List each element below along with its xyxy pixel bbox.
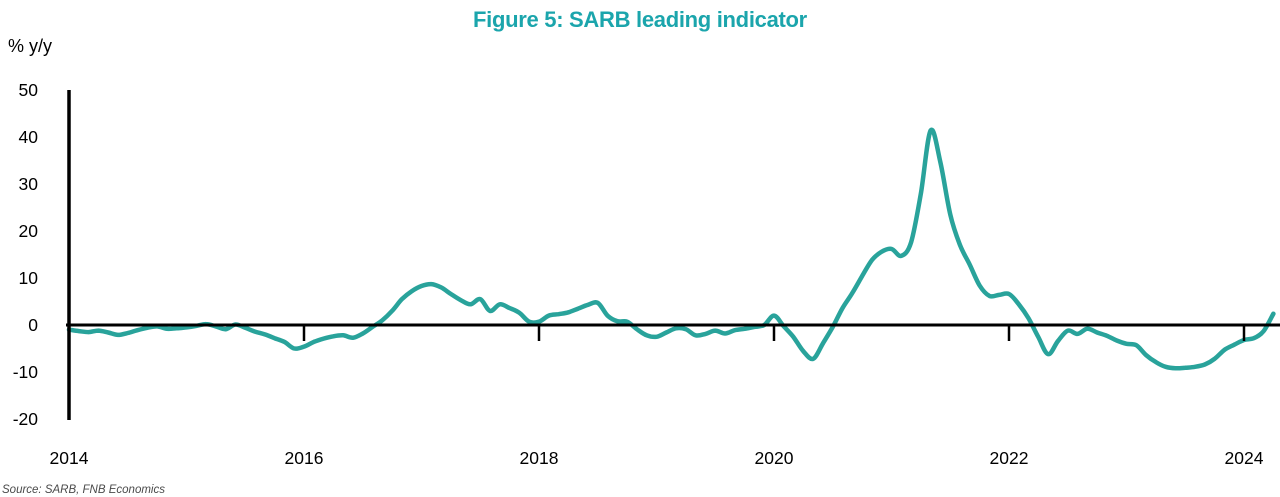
x-tick-label: 2018 (520, 448, 559, 468)
y-tick-label: 0 (28, 315, 38, 335)
y-tick-label: -20 (13, 409, 39, 429)
y-tick-label: 10 (19, 268, 39, 288)
y-tick-label: 20 (19, 221, 39, 241)
x-tick-label: 2020 (755, 448, 794, 468)
y-tick-label: -10 (13, 362, 39, 382)
source-note: Source: SARB, FNB Economics (2, 484, 165, 496)
x-tick-label: 2024 (1225, 448, 1264, 468)
x-tick-label: 2022 (990, 448, 1029, 468)
y-tick-label: 30 (19, 174, 39, 194)
leading-indicator-line (66, 127, 1276, 371)
x-tick-label: 2014 (50, 448, 89, 468)
y-axis-unit-label: % y/y (8, 36, 53, 56)
y-tick-label: 40 (19, 127, 39, 147)
figure-title: Figure 5: SARB leading indicator (473, 7, 807, 32)
x-tick-label: 2016 (285, 448, 324, 468)
y-tick-label: 50 (19, 80, 39, 100)
